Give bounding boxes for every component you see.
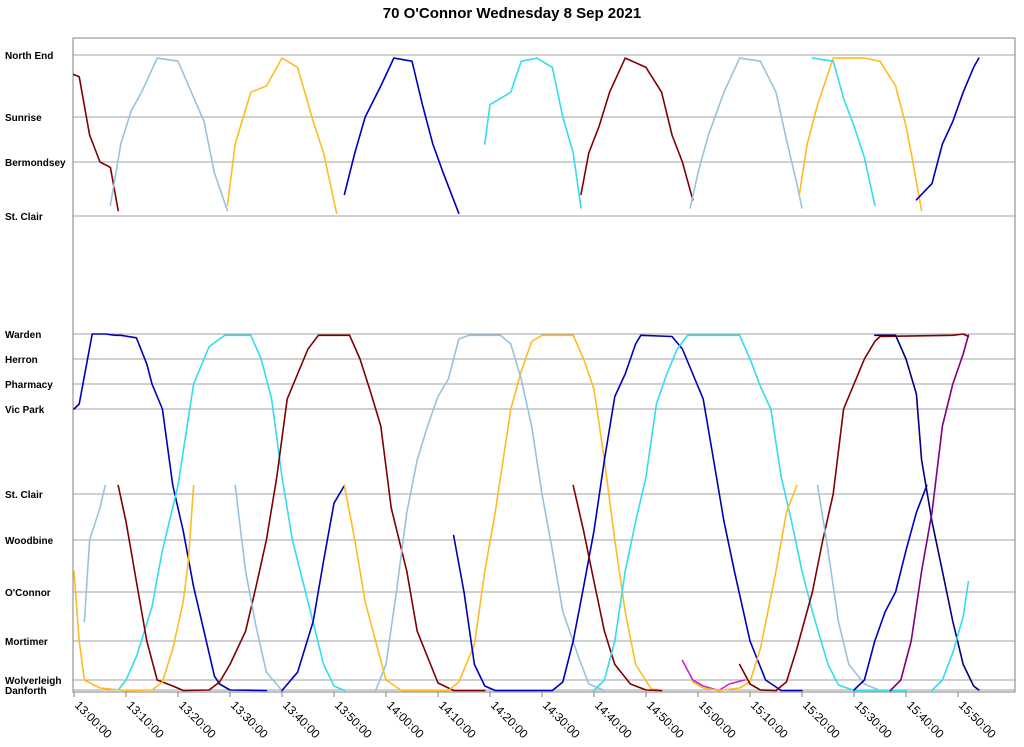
bus-trip-line-5: [483, 57, 582, 209]
bus-trip-line-1: [73, 73, 119, 212]
x-tick-label: 14:00:00: [384, 698, 427, 741]
bus-trip-line-27: [853, 484, 928, 691]
x-tick-label: 15:10:00: [748, 698, 791, 741]
bus-trip-line-26: [816, 484, 881, 692]
bus-trip-line-21: [572, 484, 663, 692]
x-tick-label: 14:20:00: [488, 698, 531, 741]
bus-trip-line-13: [83, 484, 106, 623]
stop-label: North End: [5, 51, 53, 62]
bus-trip-line-10: [915, 57, 980, 201]
bus-trip-line-16: [234, 484, 283, 692]
bus-trip-line-2: [109, 57, 229, 212]
stop-label: Sunrise: [5, 113, 42, 124]
stop-label: Pharmacy: [5, 380, 53, 391]
stop-label: Mortimer: [5, 637, 48, 648]
stop-label: Warden: [5, 330, 41, 341]
bus-trip-line-6: [580, 57, 694, 201]
stop-labels: North End Sunrise Bermondsey St. Clair Warde…: [5, 51, 66, 697]
stop-label: Wolverleigh: [5, 676, 62, 687]
bus-trip-line-8: [798, 57, 923, 212]
bus-trip-line-22: [593, 334, 907, 692]
bus-trip-line-17: [281, 484, 346, 692]
bus-trip-line-19: [374, 334, 606, 692]
x-tick-label: 15:50:00: [956, 698, 999, 741]
x-tick-label: 15:20:00: [800, 698, 843, 741]
bus-trip-line-15: [73, 484, 195, 692]
stop-label: Danforth: [5, 686, 47, 697]
bus-trip-line-9: [811, 57, 876, 206]
bus-trip-line-24: [691, 484, 798, 692]
stop-label: St. Clair: [5, 212, 43, 223]
x-tick-label: 14:10:00: [436, 698, 479, 741]
bus-trip-line-23: [681, 659, 746, 692]
bus-trip-line-14: [117, 334, 486, 692]
bus-trip-line-11: [73, 333, 268, 692]
stop-label: St. Clair: [5, 490, 43, 501]
x-tick-label: 13:10:00: [124, 698, 167, 741]
axes: [72, 37, 1016, 697]
x-tick-label: 14:50:00: [644, 698, 687, 741]
x-tick-label: 13:30:00: [228, 698, 271, 741]
x-tick-label: 15:30:00: [852, 698, 895, 741]
stop-label: O'Connor: [5, 588, 51, 599]
bus-trip-line-7: [689, 57, 803, 209]
bus-trip-line-18: [343, 334, 663, 692]
x-tick-label: 14:40:00: [592, 698, 635, 741]
bus-trip-line-3: [226, 57, 338, 215]
stop-label: Bermondsey: [5, 158, 66, 169]
x-tick-labels: 13:00:00 13:10:00 13:20:00 13:30:00 13:40:00…: [72, 698, 999, 741]
stop-label: Herron: [5, 355, 38, 366]
bus-trip-line-30: [931, 580, 970, 692]
x-tick-label: 15:00:00: [696, 698, 739, 741]
x-tick-label: 14:30:00: [540, 698, 583, 741]
bus-trip-line-29: [889, 334, 970, 692]
series-lines: [73, 57, 980, 692]
bus-trip-line-4: [343, 57, 460, 215]
bus-trip-line-12: [117, 334, 346, 692]
gridlines: [73, 54, 1015, 691]
stop-label: Vic Park: [5, 405, 45, 416]
bus-trip-line-28: [873, 334, 980, 691]
x-tick-label: 15:40:00: [904, 698, 947, 741]
stop-label: Woodbine: [5, 536, 54, 547]
x-tick-label: 13:20:00: [176, 698, 219, 741]
bus-trip-line-20: [452, 334, 803, 692]
x-tick-label: 13:50:00: [332, 698, 375, 741]
bus-trip-line-25: [738, 333, 970, 692]
plot-frame: [72, 37, 1016, 693]
chart-title: 70 O'Connor Wednesday 8 Sep 2021: [382, 5, 642, 22]
x-tick-label: 13:40:00: [280, 698, 323, 741]
x-tick-label: 13:00:00: [72, 698, 115, 741]
